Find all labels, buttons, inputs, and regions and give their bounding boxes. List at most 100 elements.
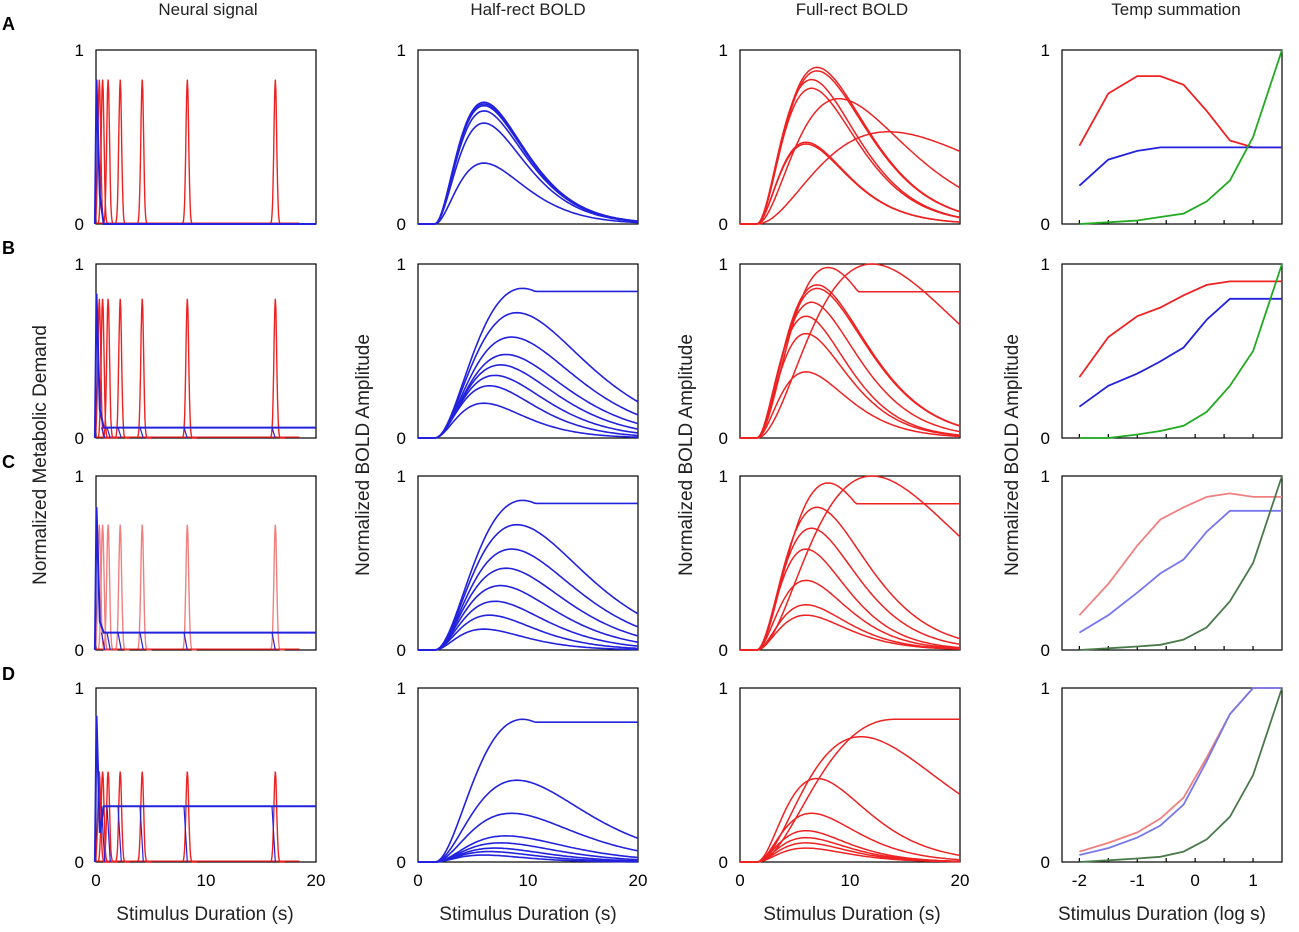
column-title-full-rect: Full-rect BOLD (796, 0, 908, 19)
row-label-b: B (2, 238, 15, 258)
y-tick-label-r3-c0-0: 0 (75, 853, 84, 872)
neural-red-spike-2 (103, 771, 118, 863)
half-rect-blue-line-1 (418, 122, 639, 225)
half-rect-blue-line-7 (418, 718, 638, 863)
y-tick-label-r0-c0-1: 1 (75, 41, 84, 60)
y-tick-label-r3-c2-0: 0 (719, 853, 728, 872)
half-rect-blue-line-2 (418, 600, 639, 651)
full-rect-panel-c: 01 (719, 467, 961, 660)
x-tick-label-c2-2: 20 (951, 871, 970, 890)
neural-red-spike-0 (94, 524, 109, 651)
y-tick-label-r1-c0-1: 1 (75, 255, 84, 274)
half-rect-blue-line-3 (418, 104, 639, 225)
full-rect-panel-b: 01 (719, 255, 961, 448)
y-tick-label-r3-c3-0: 0 (1041, 853, 1050, 872)
temp-summation-blue-line (1079, 687, 1282, 856)
temp-summation-green-line (1079, 687, 1283, 863)
temp-summation-blue-line (1078, 509, 1282, 634)
neural-red-spike-6 (270, 524, 285, 651)
panel-frame-r2-c0 (95, 475, 317, 651)
panel-frame-r1-c0 (95, 263, 317, 439)
half-rect-blue-line-1 (418, 614, 639, 651)
neural-blue-trace (93, 715, 316, 863)
neural-red-spike-0 (94, 298, 109, 439)
y-tick-label-r1-c1-0: 0 (397, 429, 406, 448)
x-tick-label-c0-1: 10 (197, 871, 216, 890)
y-axis-label-neural: Normalized Metabolic Demand (30, 325, 51, 585)
full-rect-red-line-5 (740, 66, 961, 225)
neural-red-spike-3 (115, 771, 130, 863)
half-rect-blue-line-4 (418, 103, 639, 225)
x-tick-label-c0-0: 0 (91, 871, 100, 890)
half-rect-blue-line-2 (418, 374, 639, 439)
neural-blue-offset-5 (271, 806, 276, 863)
y-tick-label-r1-c3-0: 0 (1041, 429, 1050, 448)
y-tick-label-r2-c2-1: 1 (719, 467, 728, 486)
y-tick-label-r3-c2-1: 1 (719, 679, 728, 698)
half-rect-panel-b: 01 (397, 255, 639, 448)
neural-red-spike-5 (182, 79, 197, 225)
y-tick-label-r1-c3-1: 1 (1041, 255, 1050, 274)
neural-blue-offset-3 (139, 632, 144, 651)
y-axis-label-full-rect: Normalized BOLD Amplitude (676, 334, 697, 576)
half-rect-blue-line-2 (418, 110, 639, 225)
half-rect-blue-line-5 (418, 548, 639, 651)
neural-red-spike-2 (103, 79, 118, 225)
x-tick-label-c0-2: 20 (307, 871, 326, 890)
temp-summation-blue-line (1078, 297, 1282, 408)
temp-summation-red-line (1078, 75, 1282, 149)
y-tick-label-r1-c2-0: 0 (719, 429, 728, 448)
neural-red-spike-3 (115, 524, 130, 651)
neural-red-spike-3 (115, 79, 130, 225)
panel-frame-r2-c2 (739, 475, 961, 651)
temp-summation-red-line (1078, 280, 1282, 378)
y-tick-label-r0-c1-1: 1 (397, 41, 406, 60)
panel-frame-r3-c0 (95, 687, 317, 863)
y-tick-label-r3-c1-0: 0 (397, 853, 406, 872)
half-rect-panel-d: 010 10 20 (397, 679, 648, 890)
temp-summation-blue-line (1078, 146, 1282, 187)
full-rect-red-line-3 (740, 829, 961, 863)
y-tick-label-r2-c0-1: 1 (75, 467, 84, 486)
neural-red-spike-4 (137, 298, 152, 439)
full-rect-red-line-2 (740, 579, 961, 651)
full-rect-red-line-5 (740, 506, 961, 651)
panel-frame-r3-c3 (1061, 687, 1283, 863)
row-label-a: A (2, 14, 15, 34)
full-rect-red-line-7 (740, 718, 960, 863)
neural-red-spike-0 (94, 771, 109, 863)
panel-frame-r0-c2 (739, 49, 961, 225)
row-label-c: C (2, 452, 15, 472)
x-tick-label-c1-0: 0 (413, 871, 422, 890)
x-axis-label-half-rect: Stimulus Duration (s) (439, 904, 616, 925)
half-rect-panel-c: 01 (397, 467, 639, 660)
row-label-d: D (2, 664, 15, 684)
neural-red-spike-4 (137, 79, 152, 225)
half-rect-blue-line-0 (418, 628, 638, 651)
temp-summation-red-line (1079, 687, 1282, 853)
half-rect-blue-line-7 (418, 499, 638, 651)
y-tick-label-r2-c3-0: 0 (1041, 641, 1050, 660)
half-rect-blue-line-5 (418, 101, 639, 225)
panel-frame-r1-c3 (1061, 263, 1283, 439)
neural-red-spike-5 (182, 524, 197, 651)
neural-red-spike-2 (103, 524, 118, 651)
neural-blue-offset-4 (183, 632, 188, 651)
y-tick-label-r1-c1-1: 1 (397, 255, 406, 274)
neural-panel-d: 010 10 20 (75, 679, 326, 890)
column-title-neural: Neural signal (158, 0, 257, 19)
y-tick-label-r2-c0-0: 0 (75, 641, 84, 660)
panel-frame-r0-c0 (95, 49, 317, 225)
half-rect-blue-line-4 (418, 835, 639, 863)
temp-summation-panel-c: 01 (1041, 467, 1283, 660)
full-rect-red-line-7 (740, 475, 961, 651)
temp-summation-panel-d: 0 1 -2 -1 0 1 (1041, 679, 1283, 890)
x-tick-label-c1-1: 10 (519, 871, 538, 890)
x-tick-label-c2-1: 10 (841, 871, 860, 890)
neural-red-spike-6 (270, 298, 285, 439)
temp-summation-green-line (1079, 475, 1283, 651)
y-axis-label-half-rect: Normalized BOLD Amplitude (353, 334, 374, 576)
neural-blue-offset-0 (100, 427, 106, 439)
